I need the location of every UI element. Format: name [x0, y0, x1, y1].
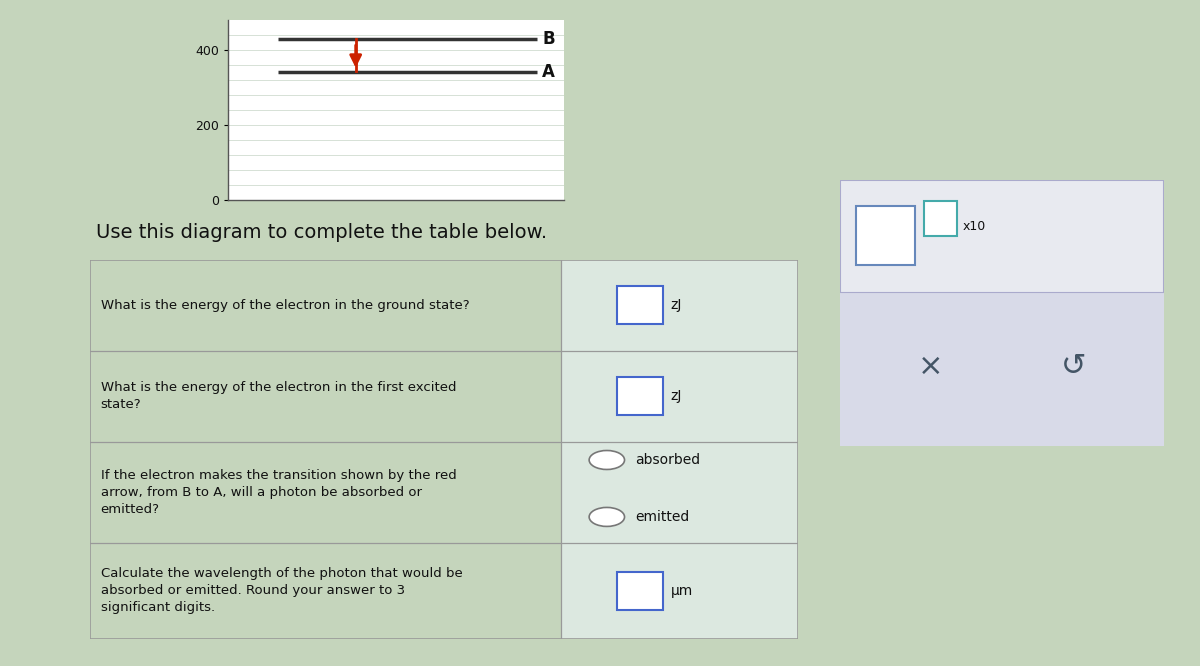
Text: zJ: zJ: [671, 390, 682, 404]
Text: Calculate the wavelength of the photon that would be
absorbed or emitted. Round : Calculate the wavelength of the photon t…: [101, 567, 462, 615]
Text: emitted: emitted: [635, 510, 690, 524]
Text: If the electron makes the transition shown by the red
arrow, from B to A, will a: If the electron makes the transition sho…: [101, 469, 456, 515]
Text: x10: x10: [964, 220, 986, 233]
Circle shape: [589, 507, 624, 526]
Text: absorbed: absorbed: [635, 453, 701, 467]
Bar: [924, 201, 956, 236]
Bar: [857, 206, 914, 265]
Bar: [840, 292, 1164, 446]
Bar: [618, 286, 664, 324]
Text: A: A: [542, 63, 556, 81]
Text: ↺: ↺: [1061, 352, 1086, 381]
Text: μm: μm: [671, 584, 692, 598]
Text: Use this diagram to complete the table below.: Use this diagram to complete the table b…: [96, 223, 547, 242]
Text: zJ: zJ: [671, 298, 682, 312]
Text: What is the energy of the electron in the ground state?: What is the energy of the electron in th…: [101, 299, 469, 312]
Bar: [618, 378, 664, 416]
Text: ×: ×: [918, 352, 943, 381]
Text: What is the energy of the electron in the first excited
state?: What is the energy of the electron in th…: [101, 382, 456, 412]
Bar: [560, 260, 798, 639]
Text: B: B: [542, 30, 554, 48]
Bar: [618, 572, 664, 610]
Circle shape: [589, 450, 624, 470]
